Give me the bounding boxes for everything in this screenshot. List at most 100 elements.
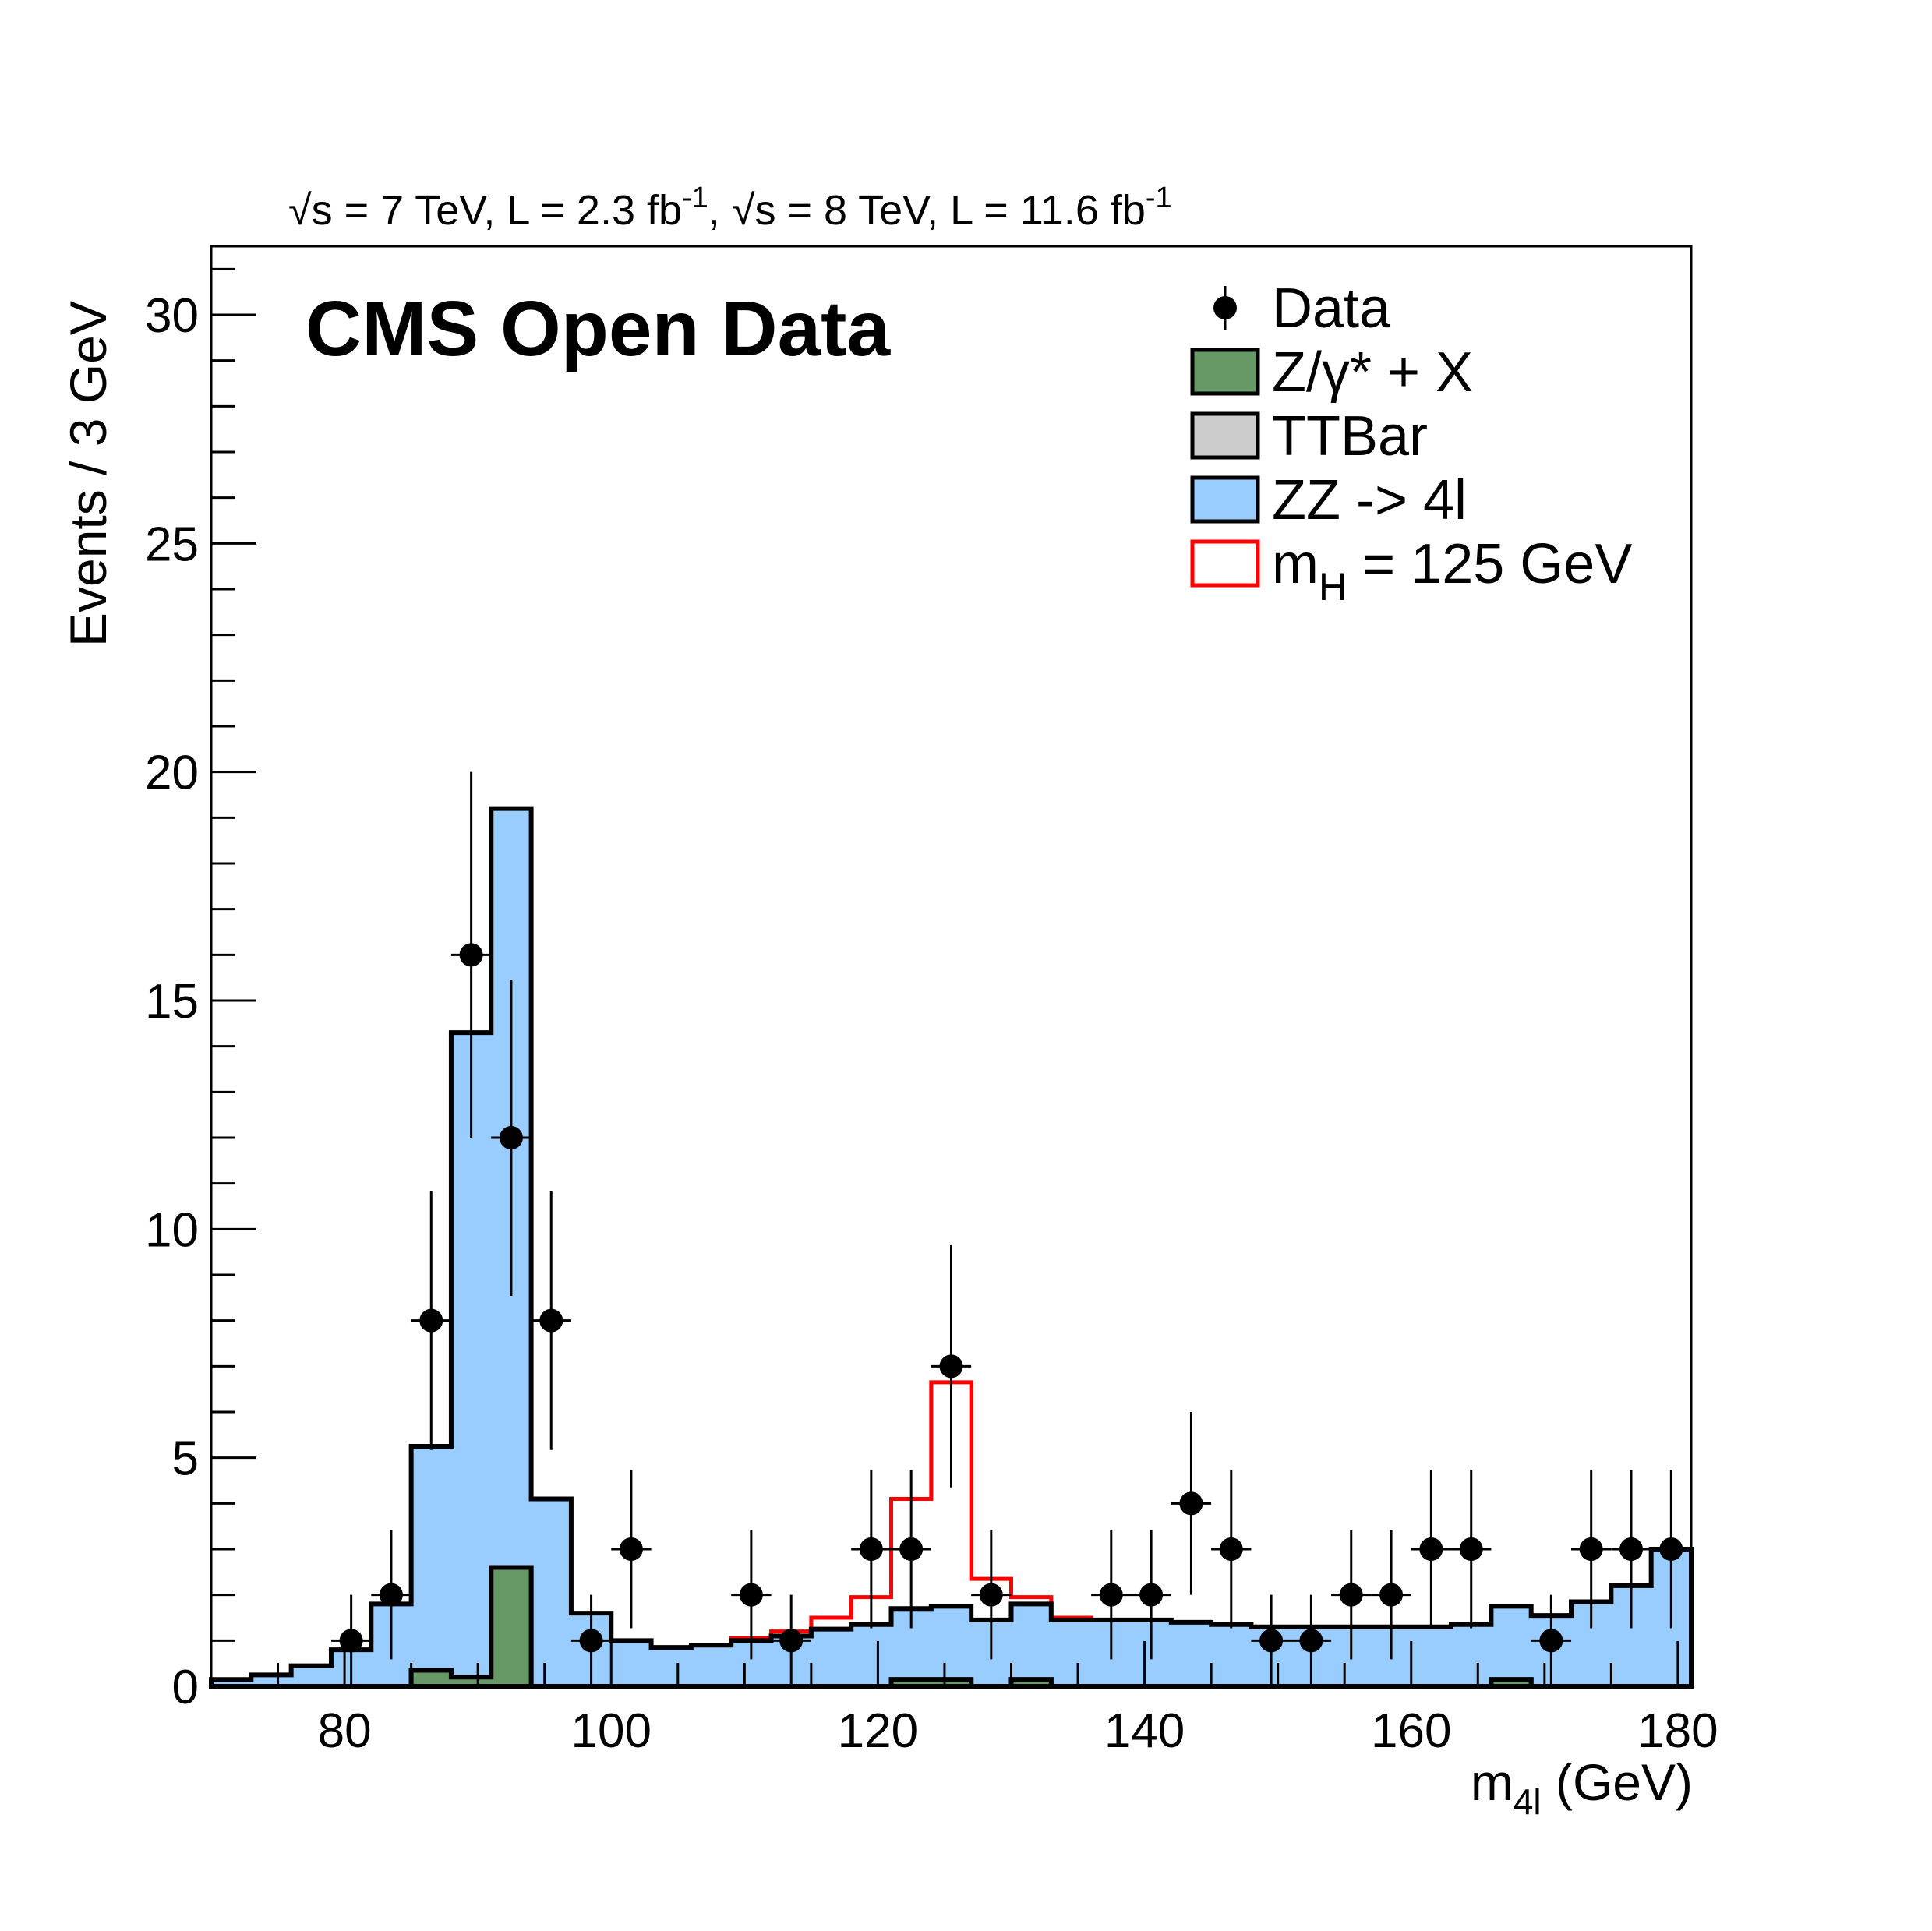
data-marker (1299, 1629, 1323, 1653)
x-tick-label: 80 (318, 1704, 372, 1758)
data-marker (1259, 1629, 1284, 1653)
legend-label: Data (1272, 277, 1391, 340)
data-marker (539, 1308, 563, 1333)
data-point (1091, 1530, 1132, 1660)
data-point (1211, 1470, 1252, 1629)
data-point (1371, 1530, 1411, 1660)
data-point (891, 1470, 931, 1629)
data-marker (1219, 1537, 1243, 1561)
data-marker (1339, 1583, 1363, 1607)
sqrt-symbol-7: √ (288, 187, 312, 234)
x-tick-label: 180 (1637, 1704, 1718, 1758)
data-marker (1139, 1583, 1164, 1607)
x-axis-title-main: m (1471, 1753, 1513, 1811)
data-marker (459, 943, 483, 967)
data-marker (1099, 1583, 1123, 1607)
legend-entry-zx: Z/γ* + X (1190, 341, 1473, 404)
data-point (1531, 1594, 1572, 1686)
x-tick-label: 160 (1371, 1704, 1451, 1758)
data-point (731, 1530, 772, 1660)
data-marker (1379, 1583, 1404, 1607)
y-axis-title: Events / 3 GeV (59, 301, 117, 647)
lumi-8tev-exponent: -1 (1146, 182, 1172, 214)
legend-label: mH = 125 GeV (1272, 533, 1632, 609)
lumi-separator: , (708, 187, 720, 234)
y-tick-label: 30 (145, 289, 199, 343)
y-tick-label: 25 (145, 517, 199, 571)
data-marker (499, 1126, 523, 1149)
data-point (971, 1530, 1012, 1660)
data-marker (339, 1629, 363, 1653)
data-point (411, 1191, 451, 1450)
data-marker (1539, 1629, 1563, 1653)
y-tick-label: 10 (145, 1203, 199, 1257)
x-axis-title-unit: (GeV) (1542, 1753, 1693, 1811)
data-point (570, 1594, 612, 1686)
y-tick-label: 5 (172, 1432, 199, 1486)
data-marker (619, 1537, 643, 1561)
data-marker (779, 1629, 804, 1653)
data-point (611, 1470, 652, 1629)
lumi-7tev-exponent: -1 (682, 182, 708, 214)
lumi-header: √s = 7 TeV, L = 2.3 fb-1, √s = 8 TeV, L … (288, 182, 1172, 234)
data-point (1411, 1470, 1452, 1629)
y-tick-label: 15 (145, 975, 199, 1029)
data-point (1611, 1470, 1651, 1629)
data-point (931, 1244, 972, 1488)
data-marker (1179, 1491, 1203, 1516)
data-point (1131, 1530, 1171, 1660)
data-point (1171, 1412, 1212, 1595)
y-tick-label: 0 (172, 1661, 199, 1714)
cms-open-data-label: CMS Open Data (306, 285, 891, 372)
data-point (371, 1530, 411, 1660)
data-point (771, 1594, 811, 1686)
data-point (851, 1470, 892, 1629)
legend-swatch (1190, 411, 1260, 460)
lumi-7tev: s = 7 TeV, L = 2.3 fb (312, 187, 682, 234)
y-tick-label: 20 (145, 747, 199, 800)
data-point (491, 980, 532, 1296)
data-marker (859, 1537, 883, 1561)
data-marker (419, 1308, 443, 1333)
data-point (1651, 1470, 1691, 1629)
legend-swatch (1190, 475, 1260, 524)
lumi-8tev: s = 8 TeV, L = 11.6 fb (754, 187, 1145, 234)
x-tick-label: 120 (838, 1704, 918, 1758)
data-marker (739, 1583, 763, 1607)
legend-label: ZZ -> 4l (1272, 469, 1467, 531)
data-point (1571, 1470, 1612, 1629)
sqrt-symbol-8: √ (732, 187, 755, 234)
data-point (450, 771, 492, 1138)
x-axis-title-sub: 4l (1513, 1781, 1542, 1822)
legend-entry-higgs: mH = 125 GeV (1190, 533, 1632, 609)
zz-background-fill (209, 806, 1694, 1689)
legend-entry-zz: ZZ -> 4l (1190, 469, 1467, 531)
legend-label: Z/γ* + X (1272, 341, 1473, 404)
data-marker (1579, 1537, 1603, 1561)
legend-entry-ttbar: TTBar (1190, 405, 1428, 468)
data-point (1251, 1594, 1291, 1686)
x-tick-label: 140 (1104, 1704, 1185, 1758)
legend-label: TTBar (1272, 405, 1428, 468)
data-marker (899, 1537, 924, 1561)
legend-data-marker (1213, 296, 1237, 319)
data-point (1291, 1594, 1332, 1686)
data-marker (939, 1354, 963, 1379)
plot-frame (210, 245, 1693, 1688)
data-marker (979, 1583, 1003, 1607)
data-marker (379, 1583, 403, 1607)
data-marker (579, 1629, 603, 1653)
data-point (1451, 1470, 1492, 1629)
data-marker (1619, 1537, 1644, 1561)
data-point (1331, 1530, 1372, 1660)
data-point (531, 1191, 571, 1450)
legend-swatch (1190, 539, 1260, 588)
legend-swatch (1190, 348, 1260, 396)
axes: 0 5 10 15 20 25 30 80 100 120 140 160 180 (145, 245, 1718, 1758)
data-marker (1419, 1537, 1443, 1561)
plot-area (209, 771, 1694, 1689)
x-tick-label: 100 (571, 1704, 652, 1758)
data-marker (1459, 1537, 1483, 1561)
